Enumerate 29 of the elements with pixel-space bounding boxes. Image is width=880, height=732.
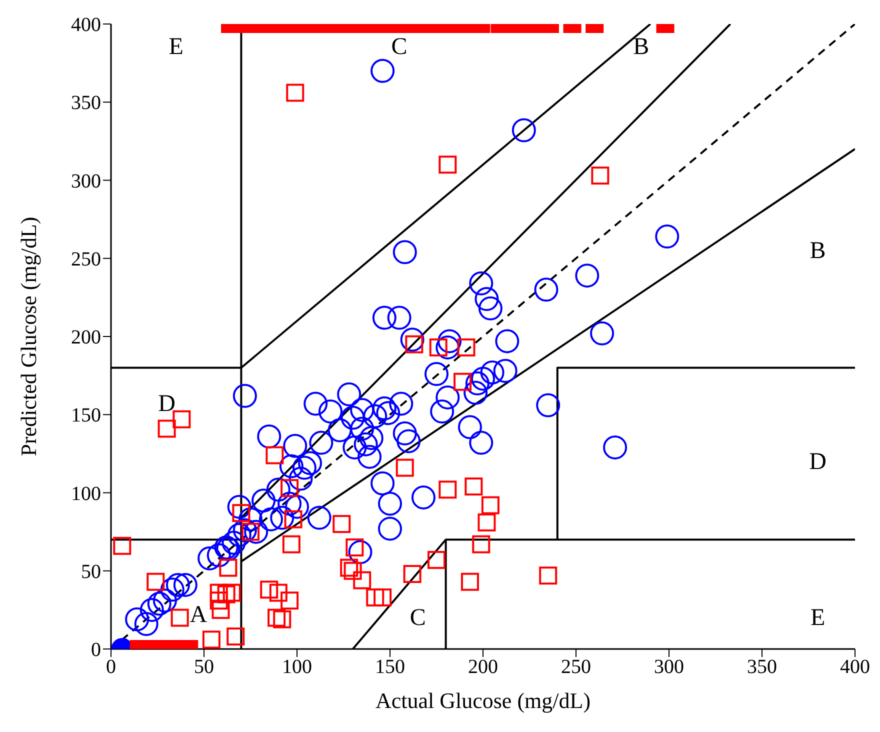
y-tick-label: 100 <box>71 482 101 505</box>
y-tick-label: 50 <box>81 560 101 583</box>
y-tick-label: 200 <box>71 326 101 349</box>
x-tick-label: 300 <box>654 656 684 678</box>
annotation: D <box>158 390 176 417</box>
x-tick-label: 50 <box>194 656 214 678</box>
y-tick-label: 400 <box>71 14 101 36</box>
x-tick-label: 400 <box>840 656 870 678</box>
annotation: E <box>168 34 184 60</box>
y-tick-label: 150 <box>71 404 101 427</box>
x-tick-label: 200 <box>468 656 498 678</box>
annotation: B <box>633 34 650 60</box>
y-tick-label: 0 <box>91 639 101 662</box>
x-tick-label: 350 <box>747 656 777 678</box>
annotation: A <box>190 602 208 628</box>
x-axis-title: Actual Glucose (mg/dL) <box>375 688 591 713</box>
annotation: E <box>810 604 826 631</box>
y-tick-label: 300 <box>71 170 101 192</box>
annotation: D <box>809 448 826 474</box>
x-tick-label: 100 <box>282 656 312 678</box>
x-tick-label: 150 <box>375 656 405 678</box>
y-tick-label: 250 <box>71 248 101 270</box>
annotation: C <box>410 604 426 631</box>
annotation: B <box>810 238 826 264</box>
y-axis-title: Predicted Glucose (mg/dL) <box>16 216 41 456</box>
x-tick-label: 250 <box>561 656 591 678</box>
y-tick-label: 350 <box>71 92 101 114</box>
x-tick-label: 0 <box>106 656 116 678</box>
annotation: C <box>391 34 408 60</box>
